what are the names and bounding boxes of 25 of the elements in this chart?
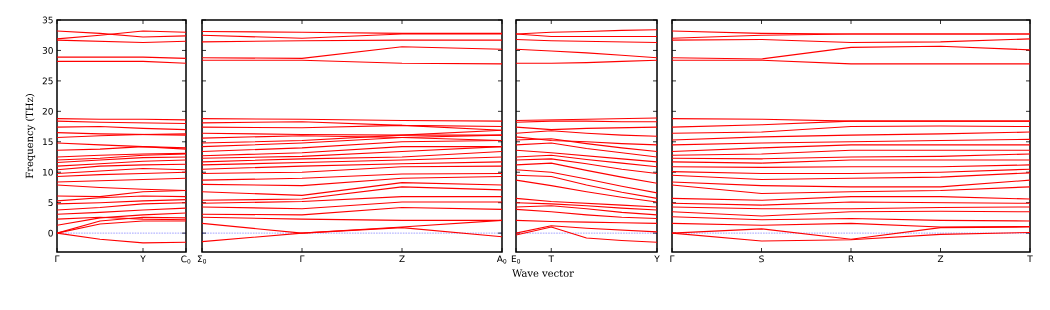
- x-tick-label: R: [848, 255, 854, 263]
- x-tick-label: T: [1027, 255, 1033, 263]
- x-tick-label: A$_{0}$: [496, 255, 507, 264]
- y-tick-label: 35: [42, 16, 53, 24]
- y-tick-label: 5: [48, 199, 53, 207]
- x-tick-label: T: [548, 255, 555, 263]
- y-tick-label: 20: [42, 107, 53, 115]
- x-tick-label: Y: [654, 255, 660, 263]
- x-axis-title: Wave vector: [512, 269, 574, 277]
- y-tick-label: 15: [43, 138, 53, 146]
- x-tick-label: E$_{0}$: [511, 255, 521, 264]
- x-tick-label: Γ: [670, 255, 675, 263]
- x-tick-label: S: [759, 255, 764, 263]
- x-tick-label: Z: [937, 255, 944, 263]
- y-tick-label: 0: [48, 229, 53, 237]
- y-tick-label: 30: [42, 47, 53, 54]
- x-tick-label: Σ$_{0}$: [197, 255, 207, 264]
- x-tick-label: Y: [140, 255, 146, 263]
- x-tick-label: Γ: [55, 255, 60, 263]
- x-tick-label: Z: [399, 255, 405, 263]
- y-tick-label: 25: [42, 77, 53, 85]
- x-tick-label: Γ: [300, 255, 305, 263]
- y-tick-label: 10: [43, 168, 53, 176]
- x-tick-label: C$_{0}$: [181, 255, 191, 264]
- y-axis-title: Frequency (THz): [25, 94, 36, 179]
